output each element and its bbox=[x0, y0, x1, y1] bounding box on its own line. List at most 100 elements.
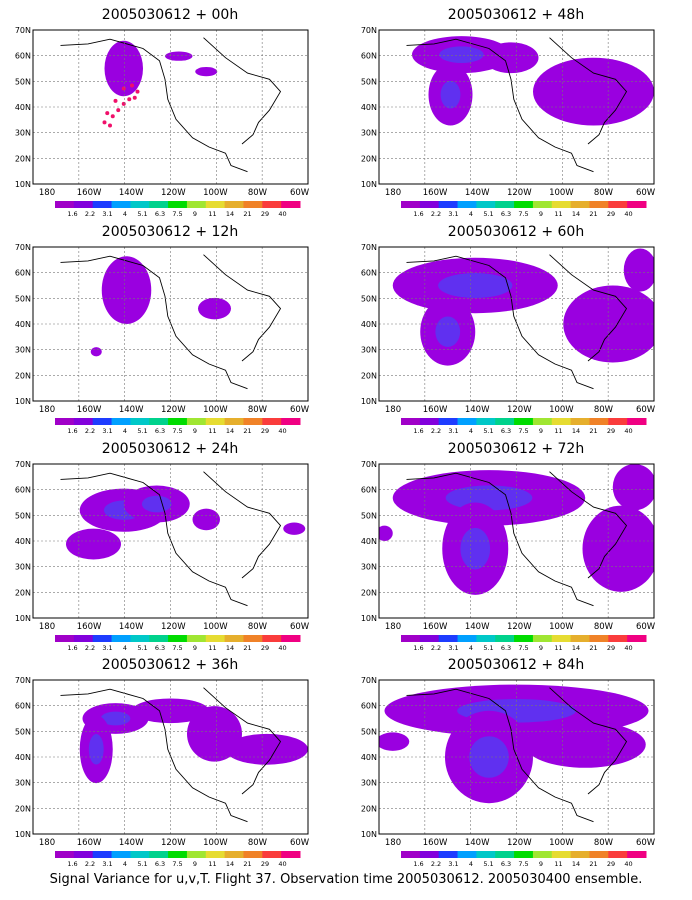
colorbar-label: 2.2 bbox=[431, 210, 441, 218]
lon-tick-label: 180 bbox=[385, 838, 401, 848]
colorbar-label: 2.2 bbox=[431, 860, 441, 868]
lat-tick-label: 30N bbox=[361, 129, 377, 138]
plot-frame bbox=[32, 29, 309, 185]
lon-tick-label: 140W bbox=[119, 838, 144, 848]
map-panel-36h: 2005030612 + 36h 70N 60N 50N 40N 30N 20N 10N 18… bbox=[0, 656, 340, 872]
colorbar-swatch bbox=[419, 418, 440, 425]
lat-tick-label: 20N bbox=[15, 154, 31, 163]
variance-field bbox=[392, 248, 654, 390]
colorbar-swatch bbox=[73, 201, 94, 208]
lat-tick-label: 60N bbox=[15, 486, 31, 495]
panel-title: 2005030612 + 24h bbox=[101, 441, 239, 457]
colorbar-swatch bbox=[514, 201, 534, 208]
colorbar-label: 4 bbox=[123, 644, 127, 652]
flight-track-point bbox=[121, 86, 126, 91]
colorbar-label: 4 bbox=[469, 860, 473, 868]
colorbar-label: 6.3 bbox=[501, 210, 511, 218]
map-panel-12h: 2005030612 + 12h 70N 60N 50N 40N 30N 20N 10N 18… bbox=[0, 223, 340, 439]
variance-core bbox=[435, 316, 461, 347]
colorbar-swatch bbox=[262, 201, 282, 208]
flight-track-point bbox=[135, 89, 140, 94]
colorbar-label: 7.5 bbox=[172, 210, 182, 218]
colorbar-label: 21 bbox=[589, 860, 597, 868]
colorbar-swatch bbox=[570, 418, 590, 425]
lat-tick-label: 70N bbox=[361, 243, 377, 252]
variance-field bbox=[60, 37, 282, 173]
lon-tick-label: 100W bbox=[203, 188, 228, 198]
map-plot: 70N 60N 50N 40N 30N 20N 10N 180 160W 140W 120W 100W… bbox=[361, 26, 656, 218]
lat-tick-label: 30N bbox=[15, 779, 31, 788]
lat-tick-label: 40N bbox=[15, 320, 31, 329]
panel-title: 2005030612 + 36h bbox=[101, 657, 239, 673]
variance-core bbox=[438, 273, 513, 298]
panel-title: 2005030612 + 60h bbox=[447, 224, 585, 240]
variance-region bbox=[195, 66, 218, 77]
lon-tick-label: 80W bbox=[594, 405, 614, 415]
colorbar-label: 14 bbox=[572, 644, 580, 652]
lon-tick-label: 80W bbox=[594, 838, 614, 848]
colorbar-swatch bbox=[457, 635, 477, 642]
colorbar-swatch bbox=[589, 635, 609, 642]
colorbar-swatch bbox=[589, 418, 609, 425]
colorbar-label: 1.6 bbox=[413, 644, 423, 652]
colorbar-label: 9 bbox=[193, 860, 197, 868]
map-panel-84h: 2005030612 + 84h 70N 60N 50N 40N 30N 20N 10N 18… bbox=[346, 656, 686, 872]
colorbar-label: 6.3 bbox=[155, 860, 165, 868]
lon-tick-label: 60W bbox=[290, 188, 310, 198]
colorbar-label: 2.2 bbox=[431, 427, 441, 435]
lat-tick-label: 20N bbox=[361, 804, 377, 813]
lon-tick-label: 160W bbox=[423, 405, 448, 415]
flight-track-point bbox=[116, 108, 121, 113]
colorbar-label: 14 bbox=[226, 427, 234, 435]
lat-tick-label: 70N bbox=[15, 676, 31, 685]
colorbar-label: 5.1 bbox=[137, 427, 147, 435]
colorbar-label: 6.3 bbox=[155, 427, 165, 435]
map-panel-24h: 2005030612 + 24h 70N 60N 50N 40N 30N 20N 10N 18… bbox=[0, 440, 340, 656]
variance-region bbox=[198, 297, 231, 320]
colorbar-swatch bbox=[457, 851, 477, 858]
variance-field bbox=[60, 254, 282, 390]
flight-track-point bbox=[130, 83, 134, 88]
colorbar-label: 29 bbox=[261, 644, 269, 652]
colorbar-swatch bbox=[570, 201, 590, 208]
colorbar-label: 29 bbox=[261, 427, 269, 435]
coastline bbox=[549, 254, 628, 362]
lon-tick-label: 120W bbox=[161, 838, 186, 848]
lat-tick-label: 60N bbox=[15, 269, 31, 278]
lon-tick-label: 160W bbox=[77, 405, 102, 415]
colorbar-label: 11 bbox=[554, 644, 562, 652]
lon-tick-label: 100W bbox=[549, 405, 574, 415]
variance-core bbox=[141, 495, 172, 513]
lat-tick-label: 20N bbox=[15, 804, 31, 813]
colorbar-label: 1.6 bbox=[67, 860, 77, 868]
flight-track-point bbox=[105, 111, 110, 116]
coastline bbox=[60, 255, 248, 390]
variance-region bbox=[582, 505, 654, 592]
flight-track-point bbox=[121, 101, 126, 106]
variance-region bbox=[165, 51, 193, 61]
variance-field bbox=[406, 36, 654, 173]
map-panel-48h: 2005030612 + 48h 70N 60N 50N 40N 30N 20N 10N 18… bbox=[346, 6, 686, 222]
lat-tick-label: 50N bbox=[361, 511, 377, 520]
colorbar-swatch bbox=[438, 418, 459, 425]
lon-tick-label: 160W bbox=[77, 622, 102, 632]
lat-tick-label: 60N bbox=[361, 702, 377, 711]
variance-region bbox=[283, 522, 306, 535]
lat-tick-label: 60N bbox=[361, 486, 377, 495]
coastline bbox=[60, 688, 248, 823]
lon-tick-label: 140W bbox=[119, 405, 144, 415]
variance-region bbox=[192, 508, 220, 531]
colorbar-swatch bbox=[205, 635, 226, 642]
colorbar-label: 5.1 bbox=[483, 210, 493, 218]
colorbar-label: 11 bbox=[554, 860, 562, 868]
colorbar-swatch bbox=[514, 851, 534, 858]
lon-tick-label: 100W bbox=[203, 622, 228, 632]
colorbar-swatch bbox=[627, 418, 647, 425]
colorbar-swatch bbox=[532, 201, 553, 208]
colorbar-label: 4 bbox=[123, 427, 127, 435]
colorbar-label: 9 bbox=[539, 210, 543, 218]
colorbar-label: 6.3 bbox=[155, 644, 165, 652]
lat-tick-label: 10N bbox=[361, 614, 377, 623]
colorbar-swatch bbox=[55, 201, 75, 208]
lat-tick-label: 40N bbox=[361, 753, 377, 762]
